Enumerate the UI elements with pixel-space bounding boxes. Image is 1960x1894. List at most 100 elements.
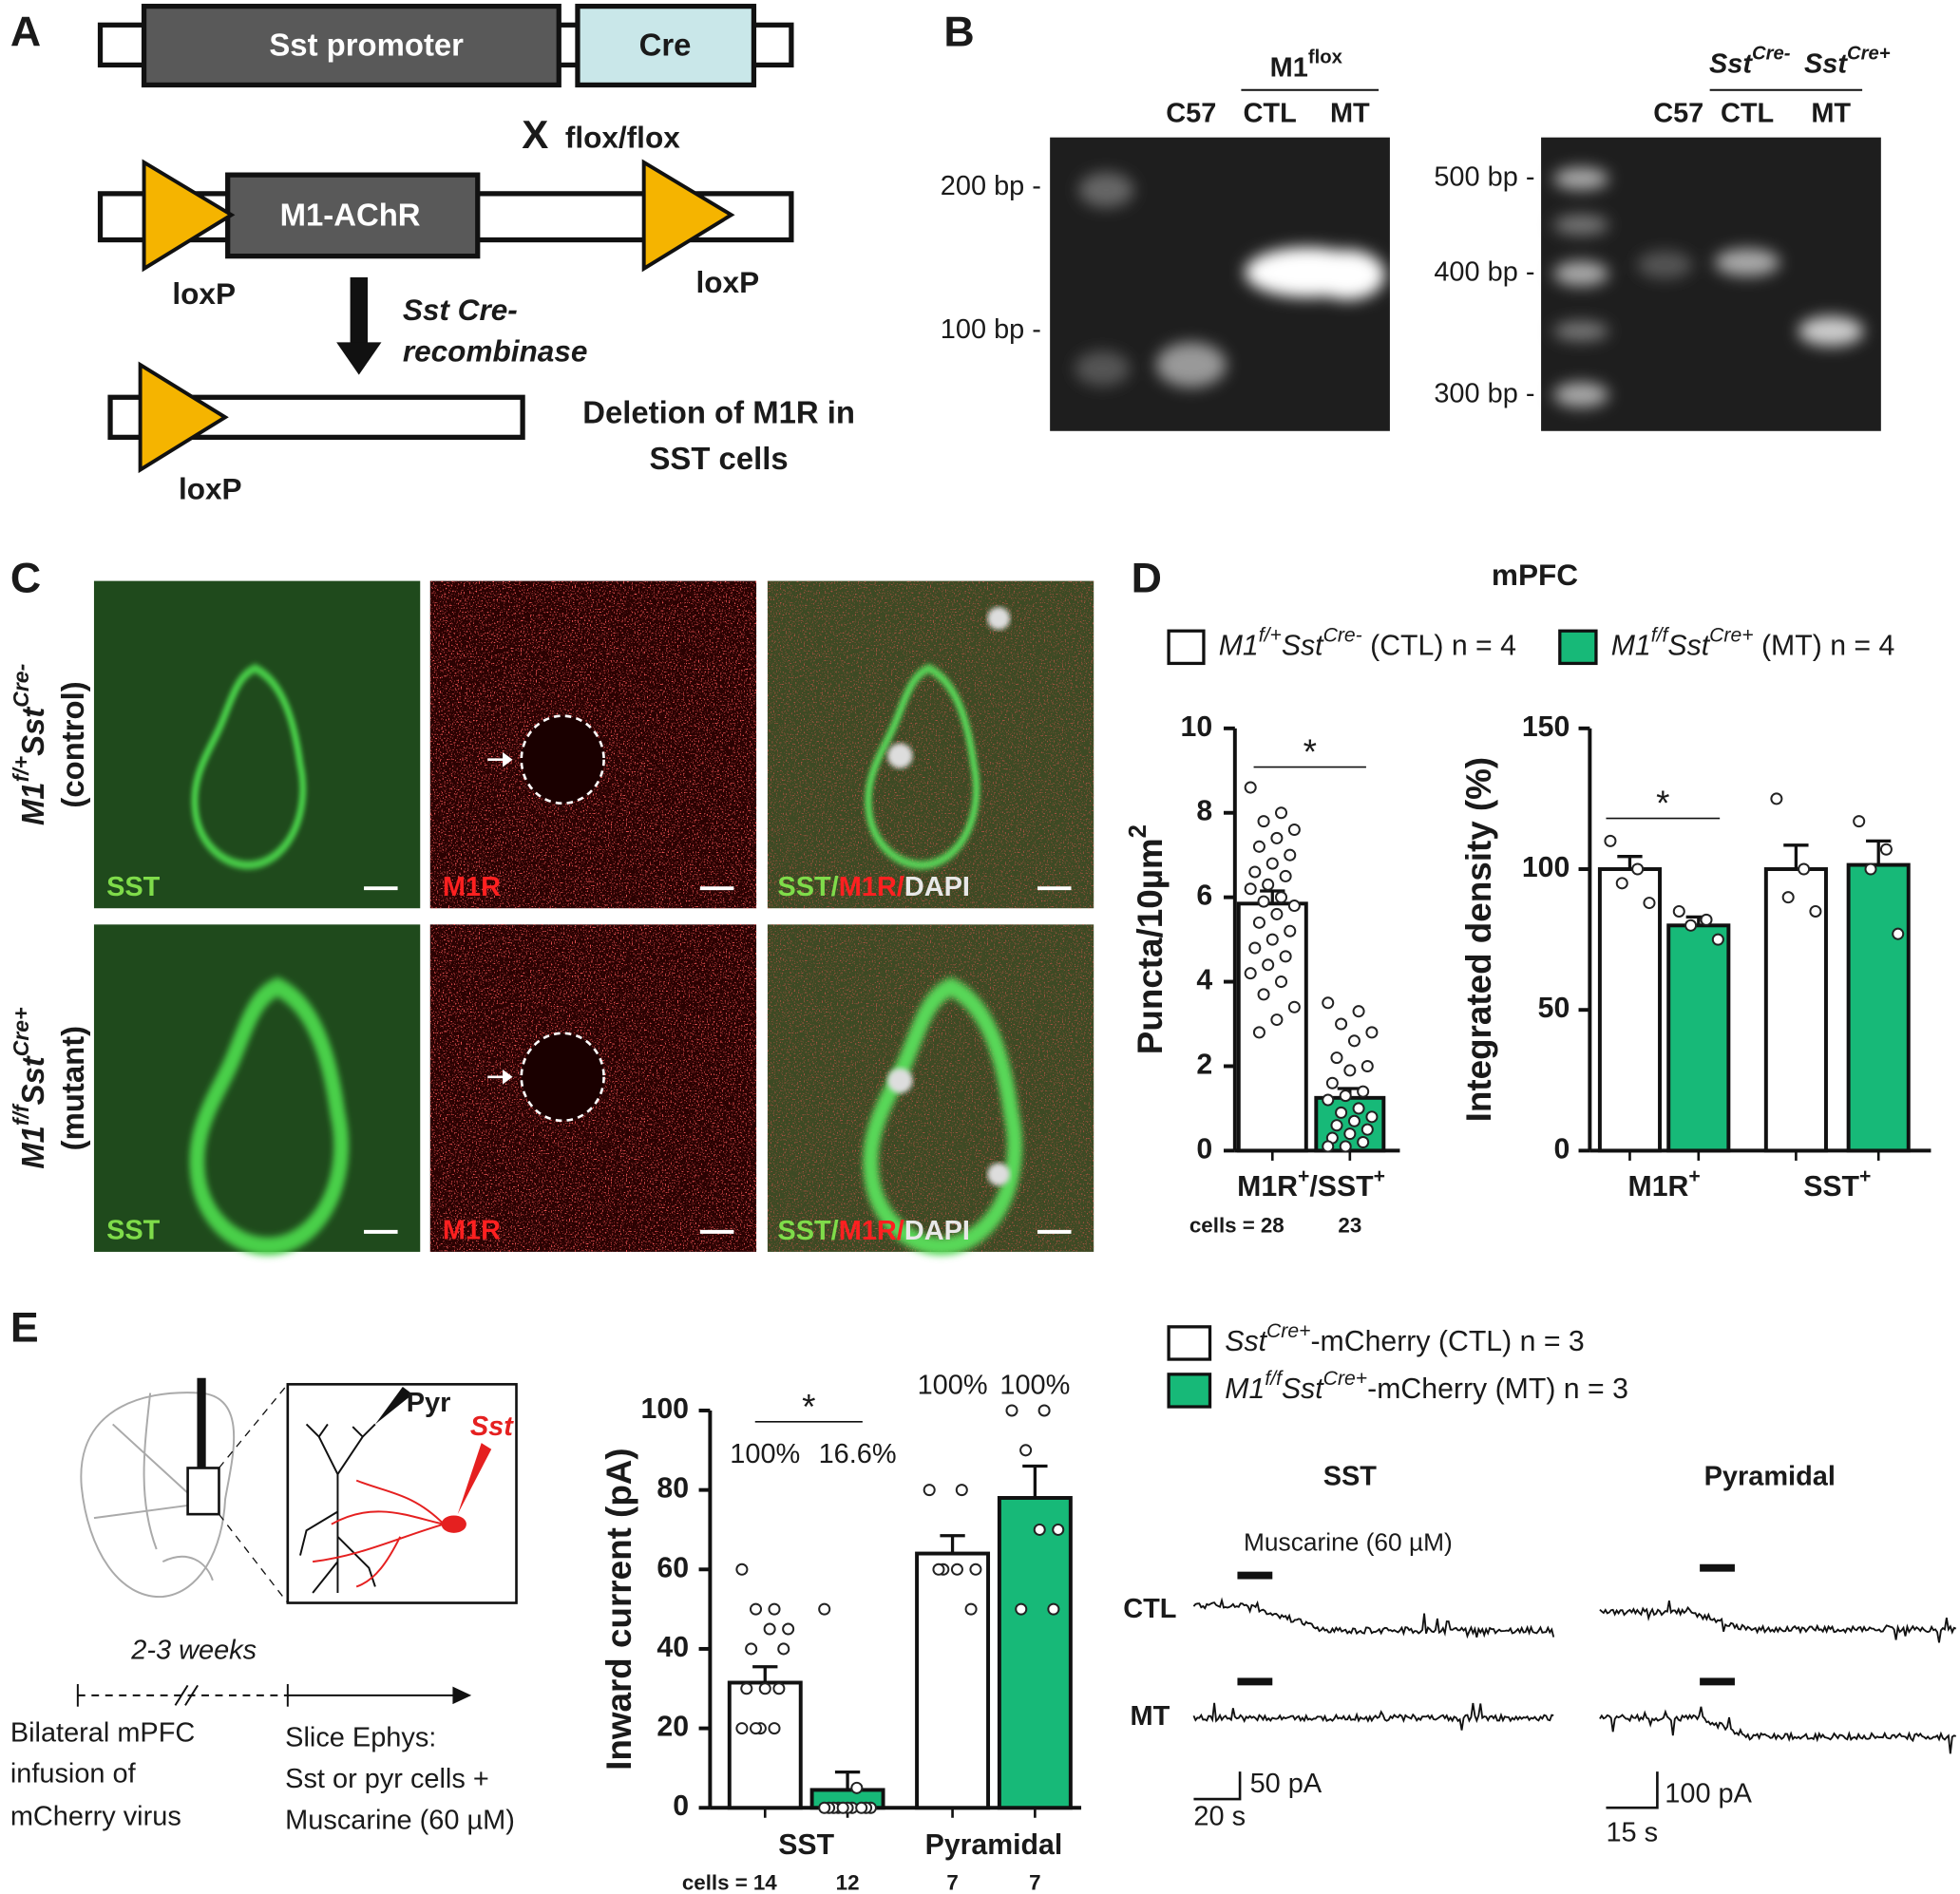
data-point: [1343, 1064, 1357, 1077]
panel-b: C57 CTL MT M1flox 200 bp - 100 bp - C57 …: [941, 44, 1891, 431]
response-label: 16.6%: [819, 1439, 897, 1469]
cell-count: 14: [753, 1870, 777, 1894]
text-part: Sst: [1282, 1373, 1324, 1405]
data-point: [1352, 1102, 1365, 1115]
promoter-label: Sst promoter: [269, 28, 464, 63]
group-label: SstCre+: [1804, 44, 1891, 79]
loxp-triangle: [142, 159, 236, 273]
data-point: [1781, 891, 1795, 904]
data-point: [1700, 913, 1713, 926]
data-point: [763, 1622, 776, 1636]
text-part: 2: [1125, 824, 1151, 838]
loxp-label: loxP: [172, 276, 236, 311]
data-point: [1711, 933, 1724, 946]
channel-label: M1R: [443, 872, 501, 902]
drug-bar: [1237, 1571, 1273, 1580]
panel-d: mPFC M1f/+SstCre- (CTL) n = 4 M1f/fSstCre…: [1125, 558, 1931, 1238]
data-point: [1853, 815, 1866, 828]
trace: [1192, 1702, 1554, 1731]
data-point: [1352, 1005, 1365, 1018]
gene-box: [225, 172, 481, 259]
data-point: [735, 1563, 749, 1576]
significance: *: [1303, 732, 1317, 771]
gel-bands: [1553, 167, 1864, 407]
timeline-arrow: [452, 1686, 472, 1705]
text-part: Integrated density (%): [1459, 757, 1498, 1123]
cell-count: 7: [1029, 1870, 1040, 1894]
data-point: [1339, 1140, 1352, 1153]
data-point: [1005, 1404, 1018, 1417]
y-tick-label: 20: [657, 1712, 689, 1743]
text-part: M1R: [1237, 1171, 1298, 1203]
significance: *: [1656, 784, 1669, 823]
data-point: [1339, 1089, 1352, 1103]
data-point: [1262, 878, 1275, 891]
data-point: [855, 1801, 868, 1814]
marker-label: 500 bp -: [1434, 162, 1534, 193]
marker-label: 400 bp -: [1434, 257, 1534, 288]
scale-label: 50 pA: [1250, 1769, 1323, 1799]
text-part: Sst: [1667, 630, 1710, 661]
legend-swatch: [1167, 1325, 1212, 1361]
data-point: [740, 1682, 753, 1695]
data-point: [1257, 815, 1270, 828]
lane-label: MT: [1330, 99, 1370, 129]
speckle: [767, 924, 1094, 1252]
text-part: SST/: [777, 872, 838, 902]
micrograph: [93, 580, 421, 909]
cross-label: flox/flox: [565, 121, 680, 155]
data-point: [1248, 865, 1262, 879]
bar: [727, 1680, 803, 1810]
text-part: Cre+: [1266, 1320, 1310, 1342]
data-point: [1279, 950, 1292, 963]
promoter-box: [141, 3, 561, 88]
text-part: M1: [1219, 630, 1259, 661]
text-part: DAPI: [904, 872, 970, 902]
data-point: [1631, 862, 1645, 876]
data-point: [750, 1722, 763, 1735]
data-point: [1365, 1110, 1379, 1124]
y-tick-label: 50: [1538, 993, 1570, 1024]
lane-label: C57: [1653, 99, 1703, 129]
nucleus: [887, 1068, 913, 1093]
zoom-box: [286, 1383, 518, 1604]
trace: [1599, 1600, 1957, 1643]
data-point: [768, 1602, 781, 1616]
lane-label: CTL: [1721, 99, 1774, 129]
y-tick-label: 4: [1196, 965, 1212, 996]
text-part: M1: [15, 782, 50, 825]
cell-count: 7: [946, 1870, 958, 1894]
text-part: Sst: [15, 706, 50, 756]
text-part: Inward current (pA): [599, 1448, 638, 1771]
data-point: [923, 1484, 936, 1497]
cre-box: [575, 3, 757, 88]
text-part: SST: [778, 1829, 834, 1861]
data-point: [1322, 1093, 1335, 1107]
data-point: [1275, 975, 1288, 989]
bar: [1846, 862, 1911, 1153]
arrow: [336, 342, 382, 375]
text-part: M1R/: [839, 872, 904, 902]
data-point: [969, 1563, 982, 1576]
text-part: M1R/: [839, 1216, 904, 1246]
sst-neuron: [313, 1479, 445, 1588]
significance: *: [802, 1387, 815, 1426]
legend-swatch: [1167, 1373, 1212, 1409]
zoom-line: [218, 1383, 289, 1468]
data-point: [1275, 891, 1288, 904]
cre-label: Cre: [639, 28, 692, 63]
trace-column: Pyramidal: [1704, 1462, 1836, 1492]
panel-labels: A B C D E: [10, 9, 1162, 1352]
data-point: [1270, 831, 1284, 844]
legend-swatch: [1558, 629, 1598, 666]
nucleus: [987, 1163, 1011, 1186]
scale-bar: [1606, 1771, 1659, 1809]
nucleus: [887, 743, 913, 768]
cell-count-label: cells =: [1189, 1214, 1255, 1238]
data-point: [1361, 1123, 1374, 1136]
text-part: Pyramidal: [925, 1829, 1063, 1861]
y-tick-label: 150: [1522, 711, 1570, 743]
data-point: [1322, 996, 1335, 1010]
